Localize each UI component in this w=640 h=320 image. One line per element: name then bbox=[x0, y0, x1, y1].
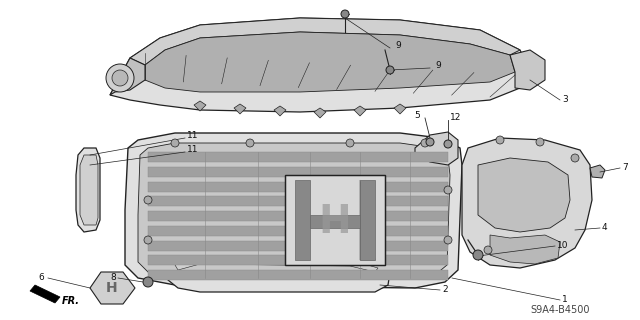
Circle shape bbox=[246, 139, 254, 147]
Polygon shape bbox=[478, 158, 570, 232]
Polygon shape bbox=[148, 167, 448, 177]
Text: FR.: FR. bbox=[62, 296, 80, 306]
Circle shape bbox=[386, 66, 394, 74]
Circle shape bbox=[536, 138, 544, 146]
Polygon shape bbox=[274, 106, 286, 116]
Text: 11: 11 bbox=[187, 131, 198, 140]
Circle shape bbox=[106, 64, 134, 92]
Text: 1: 1 bbox=[562, 295, 568, 305]
Circle shape bbox=[421, 139, 429, 147]
Polygon shape bbox=[148, 270, 448, 280]
Polygon shape bbox=[234, 104, 246, 114]
Circle shape bbox=[473, 250, 483, 260]
Text: 9: 9 bbox=[395, 42, 401, 51]
Polygon shape bbox=[148, 196, 448, 206]
Polygon shape bbox=[285, 175, 385, 265]
Text: 8: 8 bbox=[110, 274, 116, 283]
Polygon shape bbox=[510, 50, 545, 90]
Polygon shape bbox=[125, 133, 462, 288]
Circle shape bbox=[112, 70, 128, 86]
Text: S9A4-B4500: S9A4-B4500 bbox=[531, 305, 590, 315]
Polygon shape bbox=[310, 215, 360, 228]
Text: 7: 7 bbox=[622, 164, 628, 172]
Polygon shape bbox=[148, 152, 448, 162]
Circle shape bbox=[444, 236, 452, 244]
Polygon shape bbox=[175, 258, 378, 272]
Circle shape bbox=[346, 139, 354, 147]
Circle shape bbox=[496, 136, 504, 144]
Text: 4: 4 bbox=[602, 223, 607, 233]
Polygon shape bbox=[76, 148, 100, 232]
Polygon shape bbox=[168, 253, 390, 292]
Text: H: H bbox=[106, 281, 118, 295]
Circle shape bbox=[144, 196, 152, 204]
Polygon shape bbox=[110, 58, 145, 95]
Polygon shape bbox=[354, 106, 366, 116]
Polygon shape bbox=[30, 285, 60, 303]
Polygon shape bbox=[415, 132, 458, 165]
Text: 12: 12 bbox=[450, 114, 461, 123]
Circle shape bbox=[171, 139, 179, 147]
Text: H: H bbox=[319, 203, 351, 241]
Circle shape bbox=[444, 140, 452, 148]
Polygon shape bbox=[138, 143, 450, 278]
Polygon shape bbox=[90, 272, 135, 304]
Polygon shape bbox=[148, 181, 448, 191]
Polygon shape bbox=[80, 155, 98, 225]
Circle shape bbox=[484, 246, 492, 254]
Polygon shape bbox=[130, 18, 520, 65]
Text: 3: 3 bbox=[562, 95, 568, 105]
Polygon shape bbox=[360, 180, 375, 260]
Polygon shape bbox=[110, 18, 530, 112]
Circle shape bbox=[571, 154, 579, 162]
Polygon shape bbox=[462, 138, 592, 268]
Polygon shape bbox=[194, 101, 206, 111]
Polygon shape bbox=[148, 241, 448, 251]
Text: 5: 5 bbox=[414, 110, 420, 119]
Polygon shape bbox=[295, 180, 310, 260]
Polygon shape bbox=[148, 255, 448, 265]
Circle shape bbox=[144, 236, 152, 244]
Circle shape bbox=[341, 10, 349, 18]
Polygon shape bbox=[148, 211, 448, 221]
Text: 10: 10 bbox=[557, 242, 568, 251]
Text: 2: 2 bbox=[442, 285, 447, 294]
Circle shape bbox=[426, 138, 434, 146]
Text: 11: 11 bbox=[187, 146, 198, 155]
Polygon shape bbox=[145, 32, 515, 92]
Polygon shape bbox=[360, 180, 375, 260]
Polygon shape bbox=[590, 165, 605, 178]
Text: 6: 6 bbox=[38, 274, 44, 283]
Circle shape bbox=[444, 186, 452, 194]
Polygon shape bbox=[314, 108, 326, 118]
Polygon shape bbox=[148, 226, 448, 236]
Text: 9: 9 bbox=[435, 61, 441, 70]
Polygon shape bbox=[490, 235, 560, 264]
Circle shape bbox=[143, 277, 153, 287]
Polygon shape bbox=[394, 104, 406, 114]
